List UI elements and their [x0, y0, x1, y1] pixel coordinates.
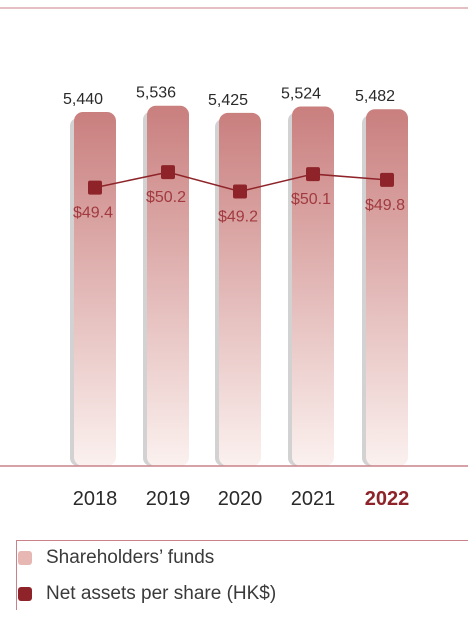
legend-label-shareholders-funds: Shareholders’ funds	[46, 547, 215, 568]
x-tick-label: 2018	[73, 488, 118, 510]
net-assets-marker	[233, 184, 247, 199]
net-assets-value-label: $49.8	[365, 197, 405, 214]
bar	[219, 112, 261, 466]
net-assets-value-label: $50.1	[291, 191, 331, 208]
net-assets-value-label: $50.2	[146, 189, 186, 206]
net-assets-value-label: $49.4	[73, 205, 113, 222]
legend-left-rule	[16, 540, 17, 610]
legend-item-net-assets: Net assets per share (HK$)	[16, 576, 468, 612]
bar	[366, 109, 408, 467]
bar-value-label: 5,536	[136, 85, 176, 102]
bar-value-label: 5,425	[208, 92, 248, 109]
bar	[74, 111, 116, 467]
net-assets-marker	[161, 165, 175, 180]
bar-value-label: 5,482	[355, 88, 395, 105]
x-tick-label: 2021	[291, 488, 336, 510]
legend: Shareholders’ funds Net assets per share…	[16, 540, 468, 612]
bar-value-label: 5,524	[281, 85, 321, 102]
x-tick-label: 2020	[218, 488, 263, 510]
legend-swatch-shareholders-funds	[18, 551, 32, 565]
net-assets-value-label: $49.2	[218, 208, 258, 225]
bar-value-label: 5,440	[63, 91, 103, 108]
net-assets-marker	[380, 172, 394, 187]
bar	[292, 106, 334, 466]
legend-item-shareholders-funds: Shareholders’ funds	[16, 540, 468, 576]
legend-label-net-assets: Net assets per share (HK$)	[46, 583, 277, 604]
x-tick-label: 2019	[146, 488, 191, 510]
x-tick-label: 2022	[365, 488, 410, 510]
net-assets-marker	[306, 167, 320, 182]
legend-top-rule	[16, 540, 468, 541]
bar	[147, 105, 189, 466]
legend-swatch-net-assets	[18, 587, 32, 601]
net-assets-marker	[88, 180, 102, 195]
